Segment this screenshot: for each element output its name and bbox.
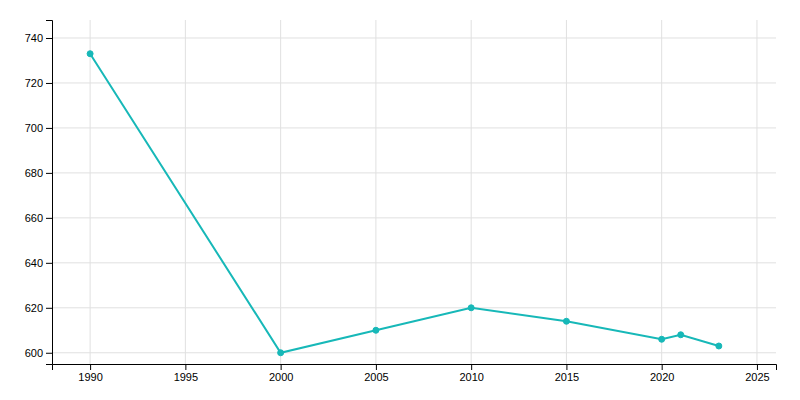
marks [87, 51, 722, 356]
y-grid-line [52, 82, 776, 83]
x-axis-line [53, 365, 777, 371]
point [87, 51, 93, 57]
y-tick-mark [46, 218, 52, 219]
y-tick: 720 [25, 77, 52, 89]
x-tick: 2025 [745, 364, 769, 383]
y-grid-line [52, 352, 776, 353]
x-tick: 2000 [269, 364, 293, 383]
y-tick-label: 600 [25, 347, 43, 359]
x-grid-line [471, 20, 472, 364]
y-tick-mark [46, 173, 52, 174]
x-axis: 1990 1995 2000 2005 2010 2015 2020 2025 [53, 364, 777, 383]
y-tick-label: 680 [25, 167, 43, 179]
y-tick-mark [46, 128, 52, 129]
x-tick: 2015 [555, 364, 579, 383]
plot-area: 1990 1995 2000 2005 2010 2015 2020 2025 600 620 64… [25, 20, 777, 383]
x-tick-label: 2020 [650, 371, 674, 383]
y-tick-label: 700 [25, 122, 43, 134]
x-tick-label: 2025 [745, 371, 769, 383]
y-tick: 660 [25, 212, 52, 224]
y-grid-line [52, 217, 776, 218]
y-tick: 640 [25, 257, 52, 269]
x-grid-line [566, 20, 567, 364]
x-grid-line [280, 20, 281, 364]
y-tick-label: 740 [25, 32, 43, 44]
y-grid-line [52, 37, 776, 38]
y-tick-mark [46, 38, 52, 39]
x-tick-mark [566, 364, 567, 370]
x-tick-mark [757, 364, 758, 370]
x-tick-mark [471, 364, 472, 370]
x-tick: 1990 [78, 364, 102, 383]
x-tick-label: 2000 [269, 371, 293, 383]
y-tick: 740 [25, 32, 52, 44]
y-axis-line [46, 21, 53, 365]
y-tick-mark [46, 263, 52, 264]
y-tick-label: 720 [25, 77, 43, 89]
point [468, 305, 474, 311]
x-grid-line [756, 20, 757, 364]
y-tick: 600 [25, 347, 52, 359]
y-tick: 620 [25, 302, 52, 314]
x-grid-line [375, 20, 376, 364]
x-grid-line [185, 20, 186, 364]
line [90, 54, 719, 353]
x-tick-mark [90, 364, 91, 370]
x-tick-label: 1995 [174, 371, 198, 383]
x-grid-line [661, 20, 662, 364]
point [716, 343, 722, 349]
x-tick-label: 2005 [364, 371, 388, 383]
grid [52, 20, 776, 364]
point [373, 327, 379, 333]
x-tick: 1995 [174, 364, 198, 383]
point [278, 350, 284, 356]
y-grid-line [52, 307, 776, 308]
y-axis: 600 620 640 660 680 700 720 740 [25, 21, 53, 365]
x-tick: 2010 [459, 364, 483, 383]
y-tick-label: 660 [25, 212, 43, 224]
x-tick-label: 2010 [459, 371, 483, 383]
point [563, 318, 569, 324]
point [659, 336, 665, 342]
chart: 1990 1995 2000 2005 2010 2015 2020 2025 600 620 64… [0, 0, 800, 400]
y-tick: 680 [25, 167, 52, 179]
x-tick-label: 2015 [555, 371, 579, 383]
y-grid-line [52, 262, 776, 263]
point [678, 332, 684, 338]
y-tick-label: 640 [25, 257, 43, 269]
y-tick: 700 [25, 122, 52, 134]
x-tick: 2020 [650, 364, 674, 383]
x-tick: 2005 [364, 364, 388, 383]
y-tick-mark [46, 353, 52, 354]
y-tick-mark [46, 308, 52, 309]
x-tick-mark [185, 364, 186, 370]
x-grid-line [90, 20, 91, 364]
y-tick-label: 620 [25, 302, 43, 314]
x-tick-mark [281, 364, 282, 370]
y-grid-line [52, 172, 776, 173]
x-tick-mark [662, 364, 663, 370]
y-grid-line [52, 127, 776, 128]
x-tick-mark [376, 364, 377, 370]
y-tick-mark [46, 83, 52, 84]
x-tick-label: 1990 [78, 371, 102, 383]
